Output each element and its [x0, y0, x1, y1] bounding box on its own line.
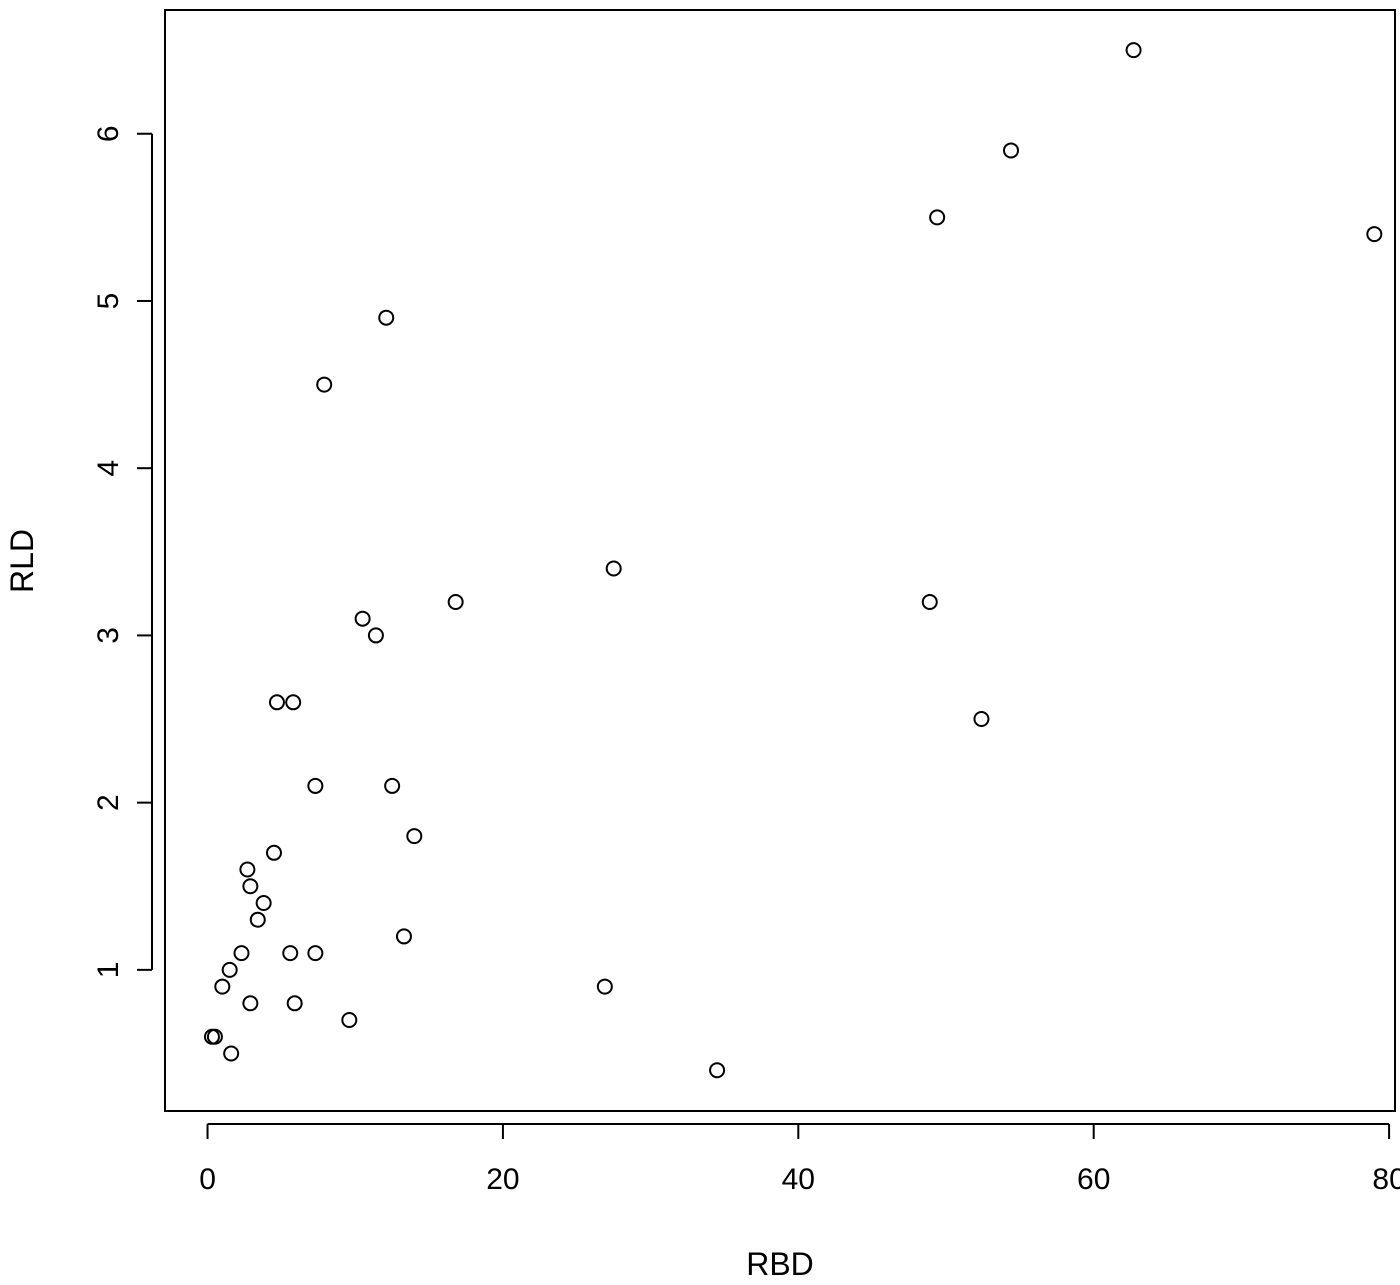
data-point: [286, 995, 303, 1012]
data-point: [1366, 226, 1383, 243]
x-axis-title: RBD: [746, 1246, 814, 1282]
data-point: [242, 878, 259, 895]
plot-frame: [164, 9, 1396, 1112]
data-point: [316, 376, 333, 393]
data-point: [223, 1045, 240, 1062]
data-point: [206, 1028, 223, 1045]
y-tick-label: 2: [92, 794, 125, 811]
data-point: [378, 309, 395, 326]
data-point: [605, 560, 622, 577]
data-point: [255, 894, 272, 911]
y-axis-title: RLD: [4, 529, 40, 593]
data-point: [921, 593, 938, 610]
data-point: [239, 861, 256, 878]
data-point: [307, 945, 324, 962]
data-point: [973, 711, 990, 728]
y-tick-label: 3: [92, 627, 125, 644]
x-axis: 0 20 40 60 80: [199, 1123, 1400, 1196]
y-tick-label: 6: [92, 125, 125, 142]
data-point: [384, 777, 401, 794]
data-point: [406, 828, 423, 845]
x-tick-label: 20: [486, 1163, 519, 1196]
x-tick-label: 60: [1077, 1163, 1110, 1196]
data-point: [214, 978, 231, 995]
data-point: [249, 911, 266, 928]
x-tick-label: 0: [199, 1163, 216, 1196]
x-tick-label: 40: [782, 1163, 815, 1196]
y-tick-label: 5: [92, 293, 125, 310]
data-point: [265, 844, 282, 861]
y-tick-label: 4: [92, 460, 125, 477]
data-point: [395, 928, 412, 945]
data-point: [1125, 42, 1142, 59]
data-point: [341, 1012, 358, 1029]
data-point: [285, 694, 302, 711]
data-point: [447, 593, 464, 610]
data-point: [233, 945, 250, 962]
y-tick-label: 1: [92, 962, 125, 979]
data-point: [221, 961, 238, 978]
data-point: [929, 209, 946, 226]
data-point: [282, 945, 299, 962]
data-points: [203, 42, 1383, 1079]
y-axis: 1 2 3 4 5 6: [92, 125, 153, 979]
data-point: [268, 694, 285, 711]
data-point: [367, 627, 384, 644]
data-point: [242, 995, 259, 1012]
data-point: [596, 978, 613, 995]
data-point: [1002, 142, 1019, 159]
data-point: [307, 777, 324, 794]
x-tick-label: 80: [1372, 1163, 1400, 1196]
data-point: [709, 1062, 726, 1079]
data-point: [354, 610, 371, 627]
